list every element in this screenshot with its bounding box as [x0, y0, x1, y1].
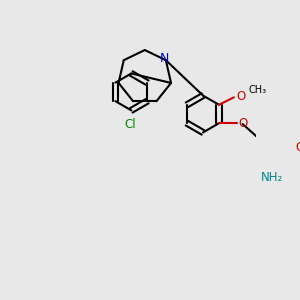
Text: O: O [238, 117, 248, 130]
Text: CH₃: CH₃ [248, 85, 267, 95]
Text: O: O [296, 141, 300, 154]
Text: Cl: Cl [124, 118, 136, 130]
Text: N: N [160, 52, 169, 65]
Text: NH₂: NH₂ [260, 171, 283, 184]
Text: O: O [236, 89, 245, 103]
